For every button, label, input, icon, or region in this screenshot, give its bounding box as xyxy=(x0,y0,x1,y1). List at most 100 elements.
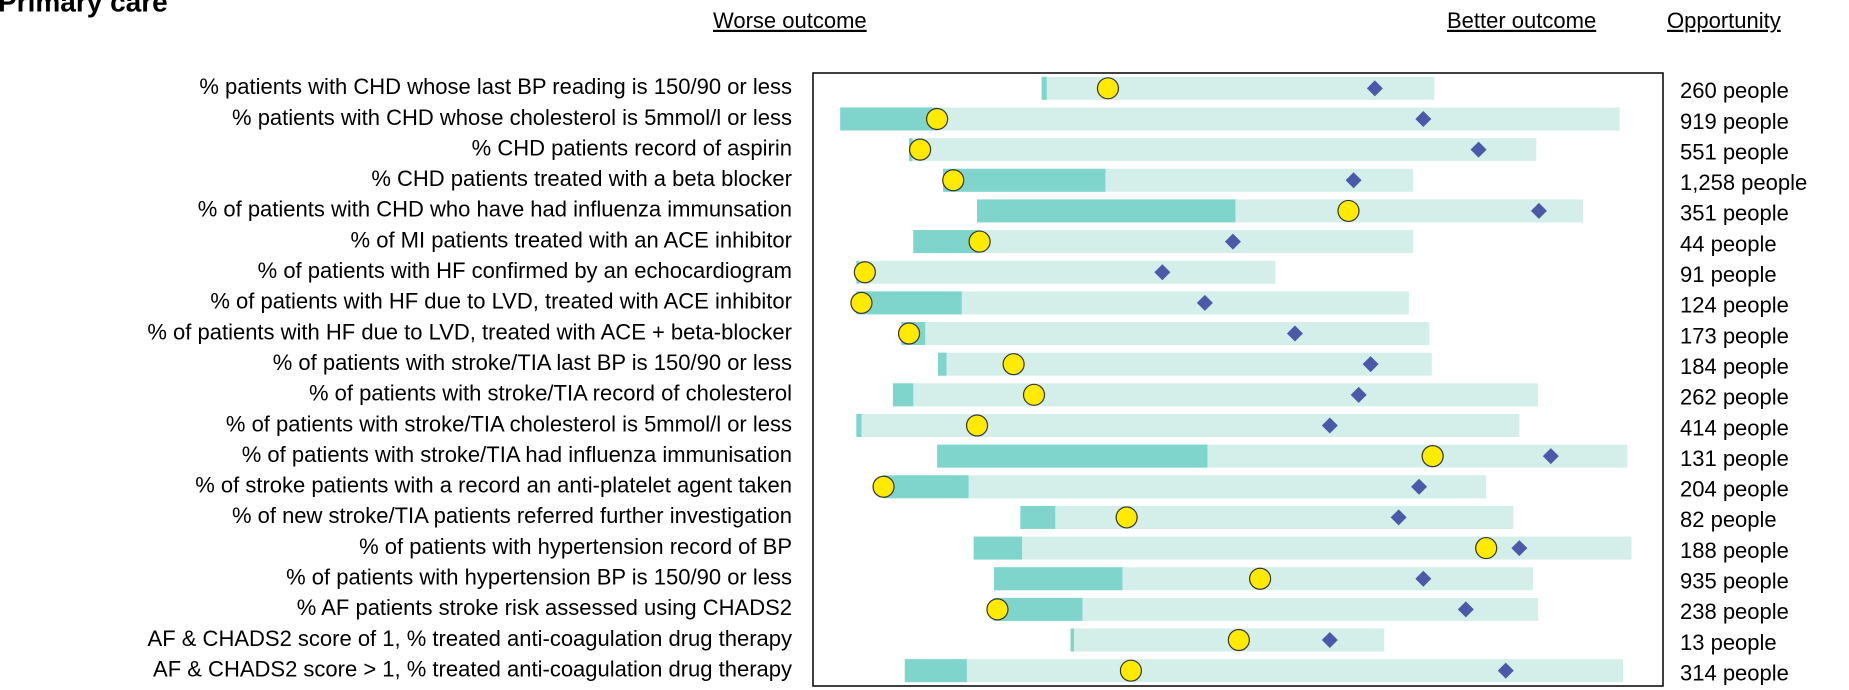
iqr-bar xyxy=(883,475,969,499)
opportunity: 414 people xyxy=(1680,415,1789,440)
benchmark-marker xyxy=(1366,80,1383,97)
row-label: % of patients with hypertension BP is 15… xyxy=(286,565,792,590)
iqr-bar xyxy=(840,107,938,131)
iqr-bar xyxy=(856,291,962,315)
value-marker xyxy=(1475,536,1498,560)
opportunity: 91 people xyxy=(1680,262,1777,287)
value-marker xyxy=(872,475,895,498)
opportunity: 238 people xyxy=(1680,599,1789,624)
benchmark-marker xyxy=(1362,356,1379,373)
value-marker xyxy=(968,230,991,253)
iqr-bar xyxy=(904,659,967,683)
worse-header: Worse outcome xyxy=(713,8,867,33)
benchmark-marker xyxy=(1286,325,1303,342)
benchmark-marker xyxy=(1321,632,1338,649)
value-marker xyxy=(1002,353,1025,376)
opportunity: 351 people xyxy=(1680,201,1789,226)
opportunity: 919 people xyxy=(1680,109,1789,134)
iqr-bar xyxy=(994,567,1123,591)
row-label: % CHD patients treated with a beta block… xyxy=(371,166,792,191)
range-bar xyxy=(1020,505,1514,529)
benchmark-marker xyxy=(1154,264,1171,281)
value-marker xyxy=(1227,628,1250,652)
iqr-bar xyxy=(937,352,947,376)
opportunity: 551 people xyxy=(1680,139,1789,164)
opportunity: 13 people xyxy=(1680,630,1777,655)
range-bar xyxy=(937,352,1432,376)
row-label: % patients with CHD whose cholesterol is… xyxy=(232,105,792,130)
value-marker xyxy=(853,261,876,284)
benchmark-marker xyxy=(1321,417,1338,434)
range-bar xyxy=(1070,628,1385,652)
value-marker xyxy=(1421,445,1444,468)
range-bar xyxy=(883,475,1487,499)
row-label: % of patients with HF due to LVD, treate… xyxy=(147,319,792,344)
row-label: % of patients with stroke/TIA had influe… xyxy=(242,442,792,467)
iqr-bar xyxy=(1041,76,1047,100)
benchmark-marker xyxy=(1350,386,1367,403)
better-header: Better outcome xyxy=(1447,8,1596,33)
benchmark-marker xyxy=(1457,601,1474,618)
benchmark-marker xyxy=(1411,478,1428,495)
iqr-bar xyxy=(892,383,914,407)
value-marker xyxy=(908,138,932,161)
row-label: % AF patients stroke risk assessed using… xyxy=(297,595,792,620)
benchmark-marker xyxy=(1530,202,1547,219)
opportunity: 935 people xyxy=(1680,569,1789,594)
range-bar xyxy=(856,291,1409,315)
value-marker xyxy=(965,414,989,437)
row-label: AF & CHADS2 score > 1, % treated anti-co… xyxy=(153,656,792,681)
benchmark-marker xyxy=(1497,662,1514,679)
opportunity: 173 people xyxy=(1680,323,1789,348)
value-marker xyxy=(1119,659,1143,682)
value-marker xyxy=(1022,383,1046,406)
range-bar xyxy=(904,659,1624,683)
row-label: AF & CHADS2 score of 1, % treated anti-c… xyxy=(148,626,792,651)
iqr-bar xyxy=(913,230,980,254)
row-label: % of patients with stroke/TIA last BP is… xyxy=(273,350,792,375)
iqr-bar xyxy=(1070,628,1074,652)
opportunity: 131 people xyxy=(1680,446,1789,471)
iqr-bar xyxy=(943,168,1106,192)
plot-frame xyxy=(812,72,1664,687)
opportunity: 260 people xyxy=(1680,78,1789,103)
value-marker xyxy=(942,169,965,192)
benchmark-marker xyxy=(1390,509,1407,526)
benchmark-marker xyxy=(1415,570,1432,587)
row-label: % of patients with stroke/TIA cholestero… xyxy=(226,411,792,436)
benchmark-marker xyxy=(1511,540,1528,557)
range-bar xyxy=(994,597,1539,621)
range-bar xyxy=(909,138,1537,162)
row-label: % of patients with stroke/TIA record of … xyxy=(309,381,792,406)
row-label: % patients with CHD whose last BP readin… xyxy=(199,74,792,99)
opportunity: 1,258 people xyxy=(1680,170,1807,195)
benchmark-marker xyxy=(1470,141,1487,158)
value-marker xyxy=(897,322,921,345)
row-label: % of patients with HF confirmed by an ec… xyxy=(258,258,792,283)
iqr-bar xyxy=(977,199,1236,223)
opportunity: 124 people xyxy=(1680,293,1789,318)
iqr-bar xyxy=(994,597,1083,621)
value-marker xyxy=(986,598,1009,621)
iqr-bar xyxy=(937,444,1208,468)
range-bar xyxy=(892,383,1539,407)
chart-title: Primary care xyxy=(0,0,168,17)
range-bar xyxy=(973,536,1632,560)
opportunity-header: Opportunity xyxy=(1667,8,1781,33)
opportunity: 44 people xyxy=(1680,231,1777,256)
range-bar xyxy=(901,322,1430,346)
range-bar xyxy=(1041,76,1435,100)
value-marker xyxy=(1248,567,1272,590)
range-bar xyxy=(856,260,1276,284)
range-bar xyxy=(840,107,1620,131)
range-bar xyxy=(913,230,1414,254)
iqr-bar xyxy=(1020,505,1056,529)
row-label: % CHD patients record of aspirin xyxy=(472,135,792,160)
value-marker xyxy=(925,107,949,131)
iqr-bar xyxy=(856,413,862,437)
value-marker xyxy=(850,291,873,314)
row-label: % of new stroke/TIA patients referred fu… xyxy=(232,503,792,528)
value-marker xyxy=(1096,77,1120,100)
row-label: % of patients with HF due to LVD, treate… xyxy=(210,289,792,314)
